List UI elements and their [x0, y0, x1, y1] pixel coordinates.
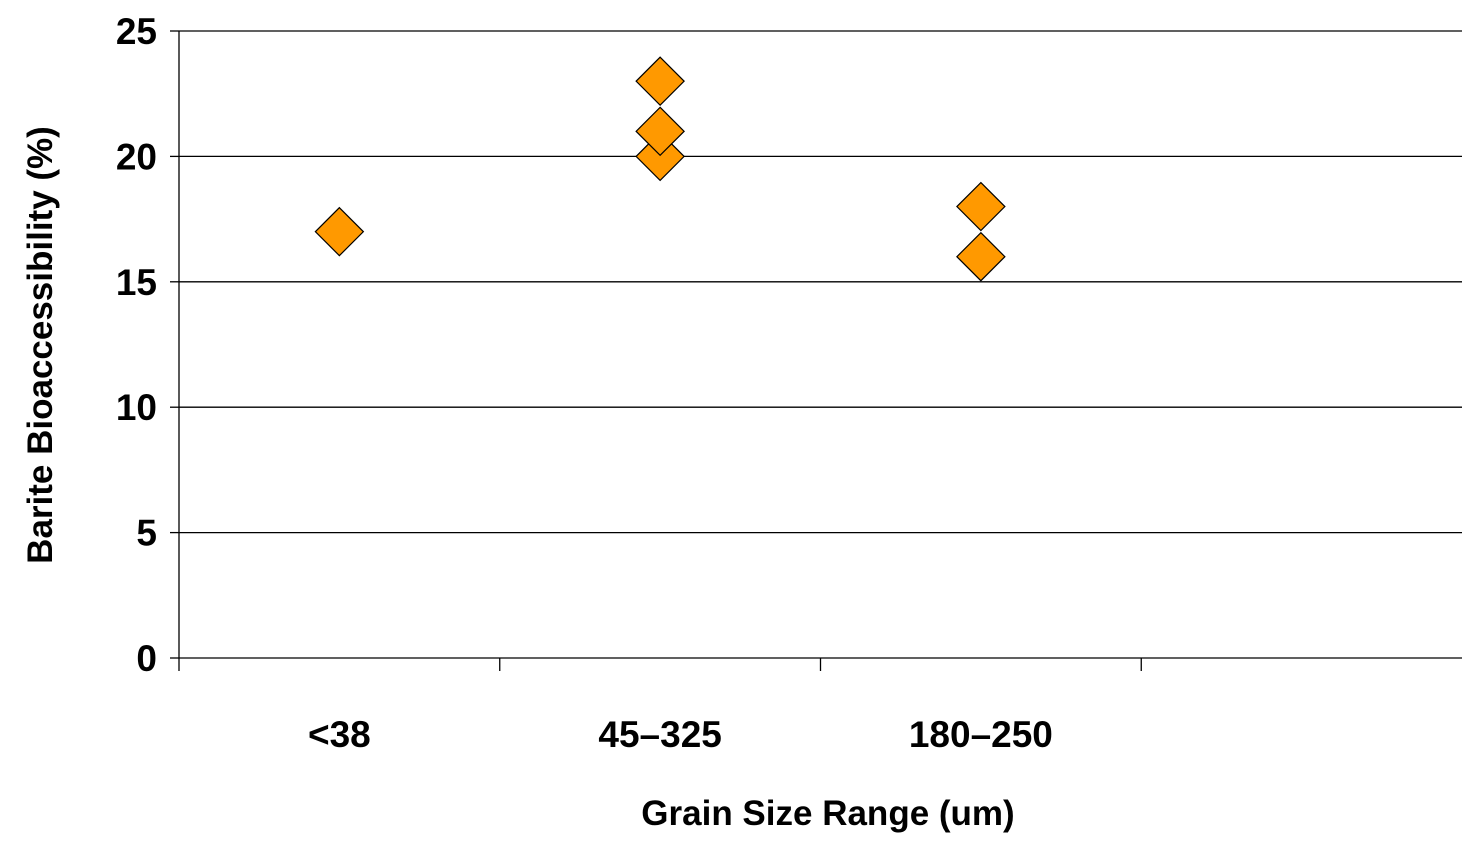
- data-point: [956, 181, 1006, 232]
- data-point: [314, 206, 365, 257]
- y-tick-label: 5: [136, 513, 157, 554]
- data-point: [635, 56, 685, 107]
- x-axis-title: Grain Size Range (um): [641, 794, 1014, 833]
- y-tick-label: 15: [116, 262, 157, 303]
- x-tick-label: 180–250: [909, 714, 1053, 755]
- y-tick-label: 20: [116, 136, 157, 177]
- y-tick-label: 25: [116, 11, 157, 52]
- grid-layer: [179, 30, 1462, 534]
- y-axis-title: Barite Bioaccessibility (%): [21, 126, 60, 564]
- axis-layer: [170, 30, 1462, 671]
- data-point: [635, 131, 685, 182]
- x-tick-label: 45–325: [598, 714, 721, 755]
- point-layer: [314, 56, 1006, 282]
- y-tick-label: 10: [116, 387, 157, 428]
- data-point: [956, 231, 1006, 282]
- y-tick-label: 0: [136, 638, 157, 679]
- x-tick-label: <38: [308, 714, 371, 755]
- data-point: [635, 106, 685, 157]
- label-layer: Barite Bioaccessibility (%) Grain Size R…: [21, 11, 1053, 833]
